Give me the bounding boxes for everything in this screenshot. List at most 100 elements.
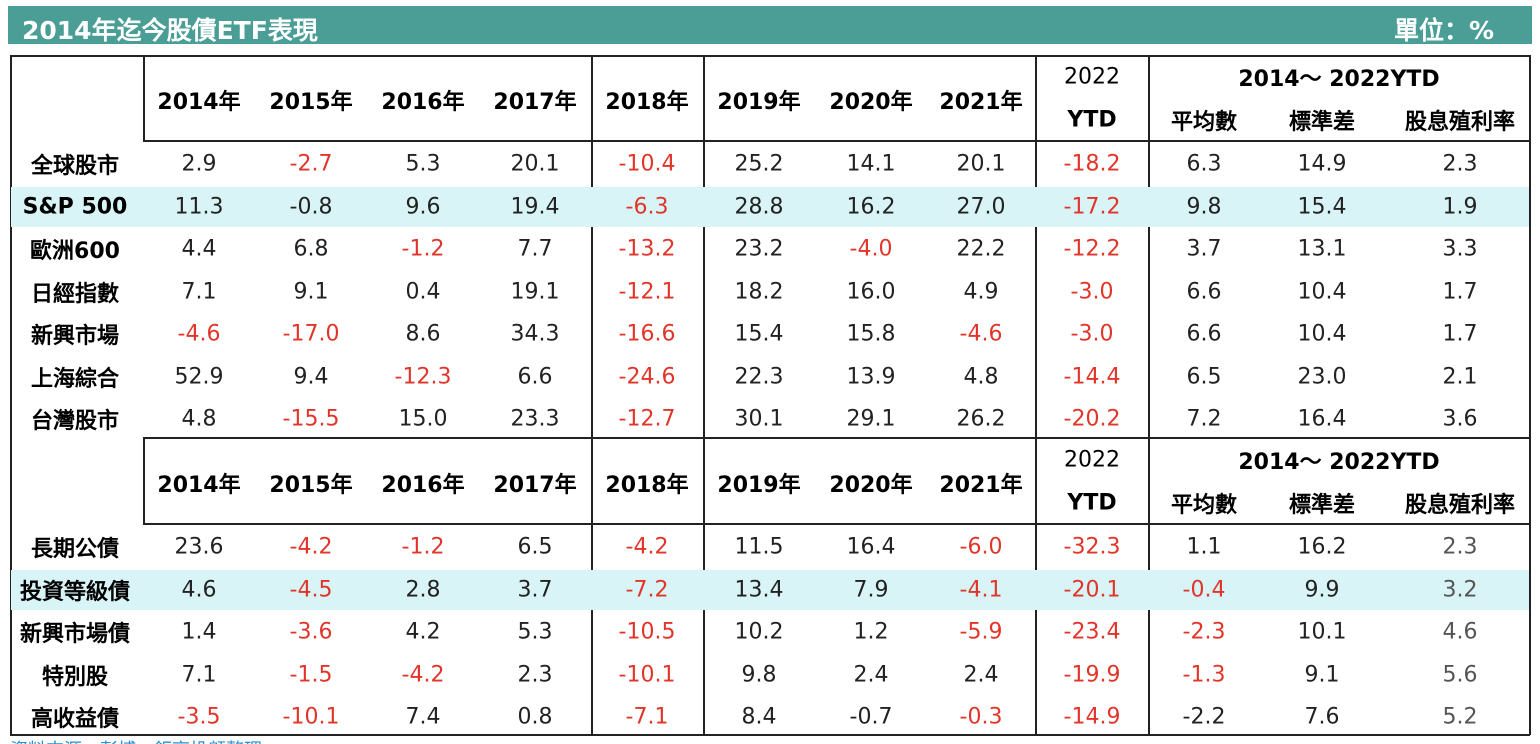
cell: 9.9 <box>1304 577 1340 603</box>
column-header: 平均數 <box>1170 110 1238 135</box>
border <box>143 523 1530 525</box>
cell: 4.6 <box>1442 619 1478 645</box>
cell: -4.5 <box>289 577 333 603</box>
cell: -5.9 <box>959 619 1003 645</box>
cell: 16.4 <box>1297 406 1347 432</box>
cell: 15.4 <box>1297 194 1347 220</box>
cell: 19.1 <box>510 279 560 305</box>
title: 2014年迄今股債ETF表現 <box>22 16 318 45</box>
column-header: 2021年 <box>939 473 1023 498</box>
cell: -4.2 <box>289 534 333 560</box>
title-bar <box>8 6 1532 44</box>
cell: 29.1 <box>846 406 896 432</box>
column-header: 2020年 <box>829 90 913 115</box>
column-header: 股息殖利率 <box>1404 110 1516 135</box>
cell: 10.2 <box>734 619 784 645</box>
column-header: YTD <box>1067 107 1117 133</box>
cell: 2.3 <box>1442 534 1478 560</box>
cell: 15.4 <box>734 321 784 347</box>
column-header: 2016年 <box>381 90 465 115</box>
cell: 1.9 <box>1442 194 1478 220</box>
cell: -17.2 <box>1063 194 1121 220</box>
cell: -10.5 <box>618 619 676 645</box>
column-header: 2021年 <box>939 90 1023 115</box>
column-header: 2022 <box>1064 447 1120 473</box>
cell: 2.1 <box>1442 364 1478 390</box>
cell: 20.1 <box>510 151 560 177</box>
cell: 10.4 <box>1297 321 1347 347</box>
cell: 2.9 <box>181 151 217 177</box>
border <box>703 55 705 735</box>
column-header: 2017年 <box>493 90 577 115</box>
footer: 資料來源：彭博，鉅亨投顧整理 <box>10 736 262 744</box>
cell: -4.2 <box>401 662 445 688</box>
cell: 23.3 <box>510 406 560 432</box>
cell: 6.6 <box>1186 279 1222 305</box>
cell: -10.1 <box>618 662 676 688</box>
border <box>10 55 1530 57</box>
border <box>143 55 145 140</box>
cell: 9.4 <box>293 364 329 390</box>
row-label: 上海綜合 <box>30 366 120 392</box>
row-label: 新興市場 <box>30 324 120 350</box>
cell: 30.1 <box>734 406 784 432</box>
cell: 23.0 <box>1297 364 1347 390</box>
cell: 4.8 <box>181 406 217 432</box>
cell: 4.4 <box>181 236 217 262</box>
cell: 6.6 <box>517 364 553 390</box>
cell: -1.5 <box>289 662 333 688</box>
cell: -17.0 <box>282 321 340 347</box>
cell: 9.8 <box>741 662 777 688</box>
cell: -4.2 <box>625 534 669 560</box>
cell: -4.6 <box>177 321 221 347</box>
column-header: 2016年 <box>381 473 465 498</box>
row-highlight <box>11 569 1529 610</box>
cell: -3.6 <box>289 619 333 645</box>
cell: 9.1 <box>293 279 329 305</box>
row-label: 特別股 <box>41 664 109 690</box>
cell: 3.7 <box>1186 236 1222 262</box>
unit: 單位：% <box>1393 16 1494 45</box>
cell: -1.2 <box>401 236 445 262</box>
cell: 15.0 <box>398 406 448 432</box>
cell: 7.2 <box>1186 406 1222 432</box>
cell: 14.9 <box>1297 151 1347 177</box>
row-highlight <box>11 186 1529 227</box>
cell: 6.3 <box>1186 151 1222 177</box>
border <box>143 437 1530 439</box>
cell: 23.2 <box>734 236 784 262</box>
cell: 5.2 <box>1442 704 1478 730</box>
column-header: 標準差 <box>1288 493 1356 518</box>
border <box>10 55 12 735</box>
cell: -3.5 <box>177 704 221 730</box>
cell: 7.6 <box>1304 704 1340 730</box>
cell: -2.2 <box>1182 704 1226 730</box>
cell: -1.3 <box>1182 662 1226 688</box>
column-header: 2022 <box>1064 64 1120 90</box>
cell: 0.4 <box>405 279 441 305</box>
cell: 6.5 <box>1186 364 1222 390</box>
cell: 22.3 <box>734 364 784 390</box>
cell: 7.1 <box>181 279 217 305</box>
column-header: 標準差 <box>1288 110 1356 135</box>
cell: 16.4 <box>846 534 896 560</box>
cell: -10.4 <box>618 151 676 177</box>
group-header: 2014～ 2022YTD <box>1238 450 1440 475</box>
cell: -0.8 <box>289 194 333 220</box>
cell: 1.4 <box>181 619 217 645</box>
cell: 4.6 <box>181 577 217 603</box>
border <box>143 438 145 523</box>
cell: 16.0 <box>846 279 896 305</box>
cell: 1.7 <box>1442 321 1478 347</box>
row-label: 投資等級債 <box>19 579 131 605</box>
cell: 14.1 <box>846 151 896 177</box>
cell: -24.6 <box>618 364 676 390</box>
column-header: 2018年 <box>605 473 689 498</box>
cell: 1.1 <box>1186 534 1222 560</box>
cell: 3.7 <box>517 577 553 603</box>
cell: -4.6 <box>959 321 1003 347</box>
column-header: 2014年 <box>157 90 241 115</box>
cell: 13.1 <box>1297 236 1347 262</box>
cell: -0.3 <box>959 704 1003 730</box>
